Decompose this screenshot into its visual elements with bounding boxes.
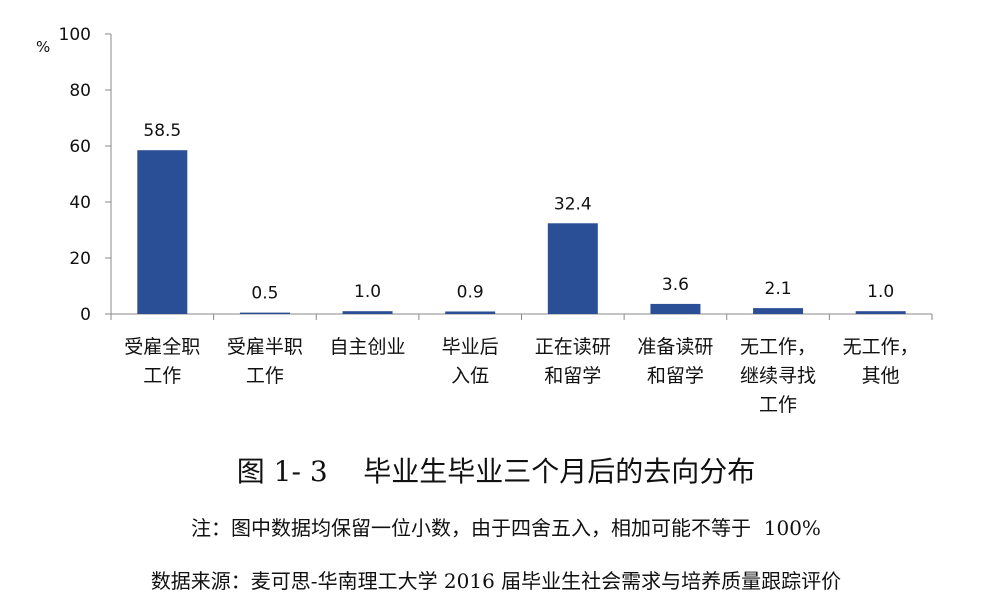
x-category-label: 正在读研和留学 [535,336,611,387]
y-tick-label: 60 [69,137,91,157]
x-category-label-line: 和留学 [544,365,601,387]
bar [137,150,188,314]
y-tick-label: 40 [69,193,91,213]
figure-title: 图 1- 3 毕业生毕业三个月后的去向分布 [236,455,756,488]
bar [547,223,598,314]
x-category-label-line: 自主创业 [330,336,406,358]
x-category-label: 受雇半职工作 [227,336,303,387]
x-category-label: 准备读研和留学 [637,336,713,387]
bar-value-label: 1.0 [354,282,381,302]
x-category-label: 毕业后入伍 [442,336,499,387]
x-category-label-line: 入伍 [451,365,489,387]
x-category-label: 无工作， 继续寻找工作 [740,336,816,416]
bar-value-label: 0.5 [251,284,278,304]
figure-note: 注：图中数据均保留一位小数，由于四舍五入，相加可能不等于 100% [191,516,821,540]
bar-chart: 0 20 40 60 80 100% 58.5 受雇全职工作 0.5 受雇半职工作 1.0 自主创业 0… [36,25,933,416]
chart-bars [137,150,906,314]
x-category-label-line: 其他 [862,365,900,387]
x-category-label-line: 继续寻找 [740,365,816,387]
y-tick-label: 80 [69,81,91,101]
x-category-label-line: 正在读研 [535,336,611,358]
y-axis-label: % [36,38,50,56]
bar [855,311,906,314]
y-tick-label: 100 [59,25,91,45]
bar-value-label: 0.9 [457,282,484,302]
bar [753,308,804,314]
x-category-label-line: 工作 [759,394,797,416]
x-category-label-line: 受雇全职 [124,336,200,358]
x-category-label-line: 准备读研 [637,336,713,358]
bar-value-label: 1.0 [867,282,894,302]
x-category-label-line: 工作 [246,365,284,387]
x-category-label-line: 和留学 [647,365,704,387]
x-category-label-line: 工作 [143,365,181,387]
bar-value-label: 32.4 [554,194,592,214]
x-category-label-line: 无工作， [843,336,919,358]
x-category-label-line: 无工作， [740,336,816,358]
x-category-label: 受雇全职工作 [124,336,200,387]
bar-value-label: 2.1 [765,279,792,299]
bar [445,311,496,314]
x-category-label: 自主创业 [330,336,406,358]
chart-labels: 0 20 40 60 80 100% 58.5 受雇全职工作 0.5 受雇半职工作 1.0 自主创业 0… [36,25,919,416]
bar-value-label: 58.5 [143,121,181,141]
x-category-label-line: 受雇半职 [227,336,303,358]
y-tick-label: 20 [69,249,91,269]
y-tick-label: 0 [80,305,91,325]
x-category-label: 无工作， 其他 [843,336,919,387]
x-category-label-line: 毕业后 [442,336,499,358]
bar-value-label: 3.6 [662,275,689,295]
data-source: 数据来源：麦可思-华南理工大学 2016 届毕业生社会需求与培养质量跟踪评价 [150,569,842,593]
chart-axes [105,33,933,320]
bar [650,303,701,314]
bar [342,311,393,314]
bar [239,312,290,314]
